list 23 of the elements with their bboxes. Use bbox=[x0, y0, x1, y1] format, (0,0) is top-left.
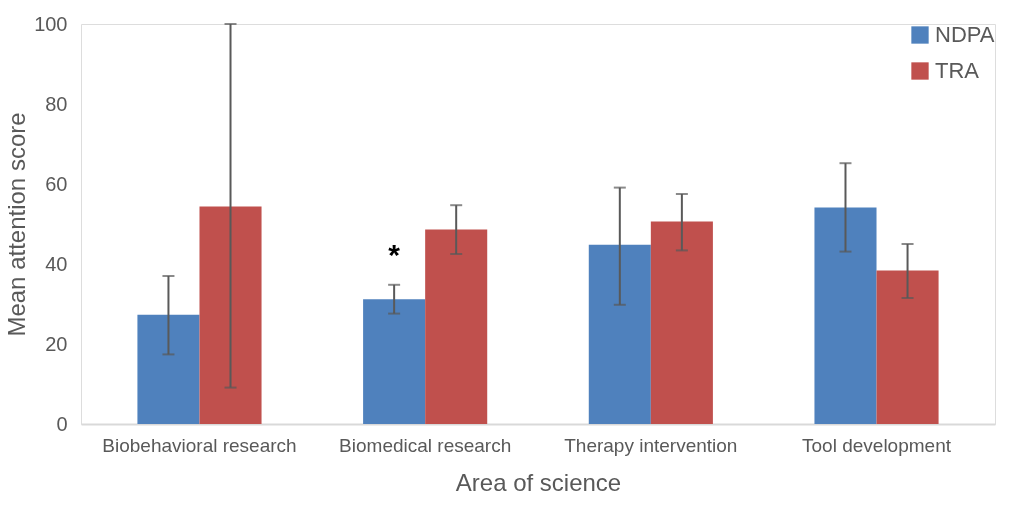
annotation: * bbox=[388, 238, 401, 271]
y-tick-label: 20 bbox=[45, 332, 68, 355]
x-tick-label: Therapy intervention bbox=[564, 434, 738, 456]
bar bbox=[876, 270, 939, 424]
x-tick-label: Biobehavioral research bbox=[102, 434, 297, 456]
bar bbox=[137, 314, 200, 424]
y-tick-label: 0 bbox=[56, 412, 68, 435]
legend-label: NDPA bbox=[935, 22, 995, 47]
x-axis-title: Area of science bbox=[455, 468, 622, 496]
y-tick-label: 40 bbox=[45, 252, 68, 275]
bar bbox=[650, 221, 713, 424]
bar bbox=[588, 244, 651, 424]
y-tick-label: 60 bbox=[45, 172, 68, 195]
y-axis-title: Mean attention score bbox=[3, 112, 31, 337]
x-tick-label: Biomedical research bbox=[339, 434, 512, 456]
x-tick-label: Tool development bbox=[802, 434, 952, 456]
bar bbox=[425, 229, 488, 424]
bar bbox=[199, 206, 262, 424]
legend-label: TRA bbox=[935, 58, 980, 83]
bar bbox=[363, 299, 426, 424]
y-tick-label: 100 bbox=[34, 12, 68, 35]
bar bbox=[814, 207, 877, 424]
y-tick-label: 80 bbox=[45, 92, 68, 115]
